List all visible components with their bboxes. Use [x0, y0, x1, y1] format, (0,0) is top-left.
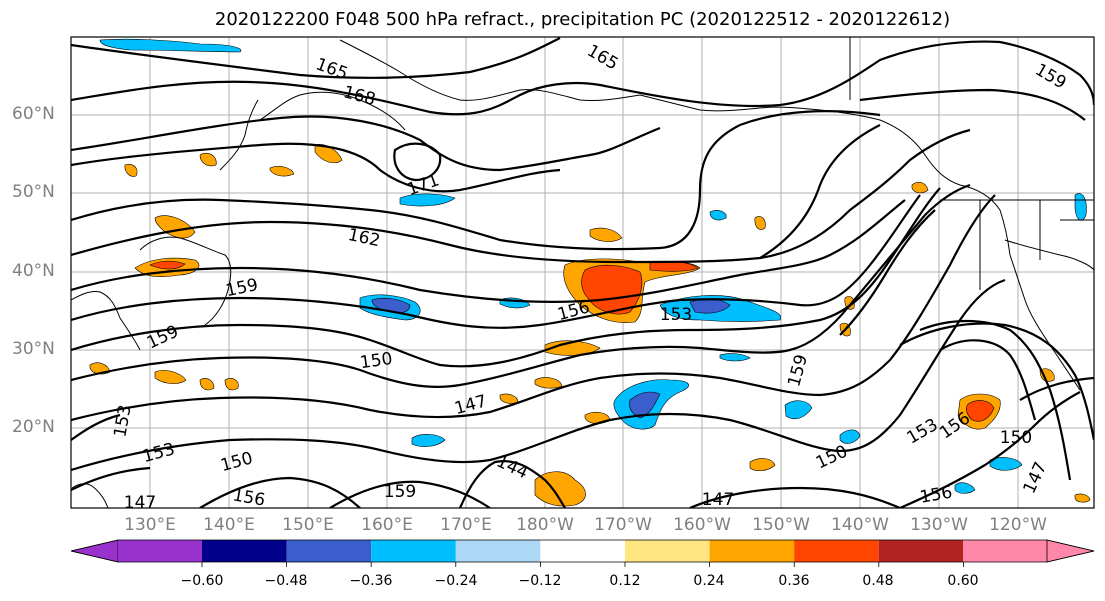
colorbar-tick-label: 0.36: [778, 573, 810, 589]
colorbar-segment: [794, 540, 879, 562]
colorbar-segment: [709, 540, 795, 562]
colorbar: [70, 539, 1095, 567]
colorbar-tick-label: −0.60: [180, 573, 224, 589]
lon-label: 130°W: [910, 515, 968, 535]
colorbar-segment: [371, 540, 456, 562]
colorbar-tick-label: −0.48: [264, 573, 308, 589]
colorbar-segment: [286, 540, 372, 562]
colorbar-tick-label: −0.36: [349, 573, 393, 589]
colorbar-segment: [118, 540, 202, 562]
colorbar-segment: [455, 540, 541, 562]
contour-label: 159: [384, 482, 416, 502]
lon-label: 170°W: [594, 515, 652, 535]
lon-label: 140°W: [831, 515, 889, 535]
colorbar-extend-low: [70, 539, 119, 563]
contour-label: 150: [359, 349, 394, 373]
lon-label: 150°W: [752, 515, 810, 535]
colorbar-tick-label: −0.24: [434, 573, 478, 589]
colorbar-segment: [540, 540, 625, 562]
coastlines: [71, 37, 1094, 508]
lat-label-20n: 20°N: [12, 417, 55, 437]
map-title: 2020122200 F048 500 hPa refract., precip…: [214, 9, 951, 30]
colorbar-tick-label: 0.60: [947, 573, 979, 589]
lon-label: 160°E: [361, 515, 413, 535]
colorbar-tick-label: 0.24: [693, 573, 725, 589]
lon-label: 170°E: [440, 515, 492, 535]
lon-label: 120°W: [989, 515, 1047, 535]
contour-label: 150: [1000, 428, 1032, 448]
contour-label: 147: [702, 490, 734, 510]
colorbar-segment: [878, 540, 964, 562]
colorbar-tick-label: −0.12: [518, 573, 562, 589]
colorbar-segment: [963, 540, 1047, 562]
lat-label-50n: 50°N: [12, 182, 55, 202]
lat-label-40n: 40°N: [12, 261, 55, 281]
colorbar-extend-high: [1046, 539, 1095, 563]
lat-label-30n: 30°N: [12, 339, 55, 359]
map-border: [70, 36, 1095, 509]
contour-label: 147: [124, 493, 156, 513]
lon-label: 180°W: [516, 515, 574, 535]
lon-label: 160°W: [673, 515, 731, 535]
lon-label: 130°E: [124, 515, 176, 535]
colorbar-segment: [202, 540, 287, 562]
lon-label: 150°E: [282, 515, 334, 535]
contour-label: 153: [660, 305, 692, 325]
colorbar-tick-label: 0.12: [609, 573, 641, 589]
colorbar-outline: [70, 539, 1095, 563]
colorbar-tick-label: 0.48: [862, 573, 894, 589]
colorbar-segment: [625, 540, 710, 562]
refractivity-contours: [71, 37, 1094, 508]
lat-label-60n: 60°N: [12, 104, 55, 124]
lon-label: 140°E: [203, 515, 255, 535]
